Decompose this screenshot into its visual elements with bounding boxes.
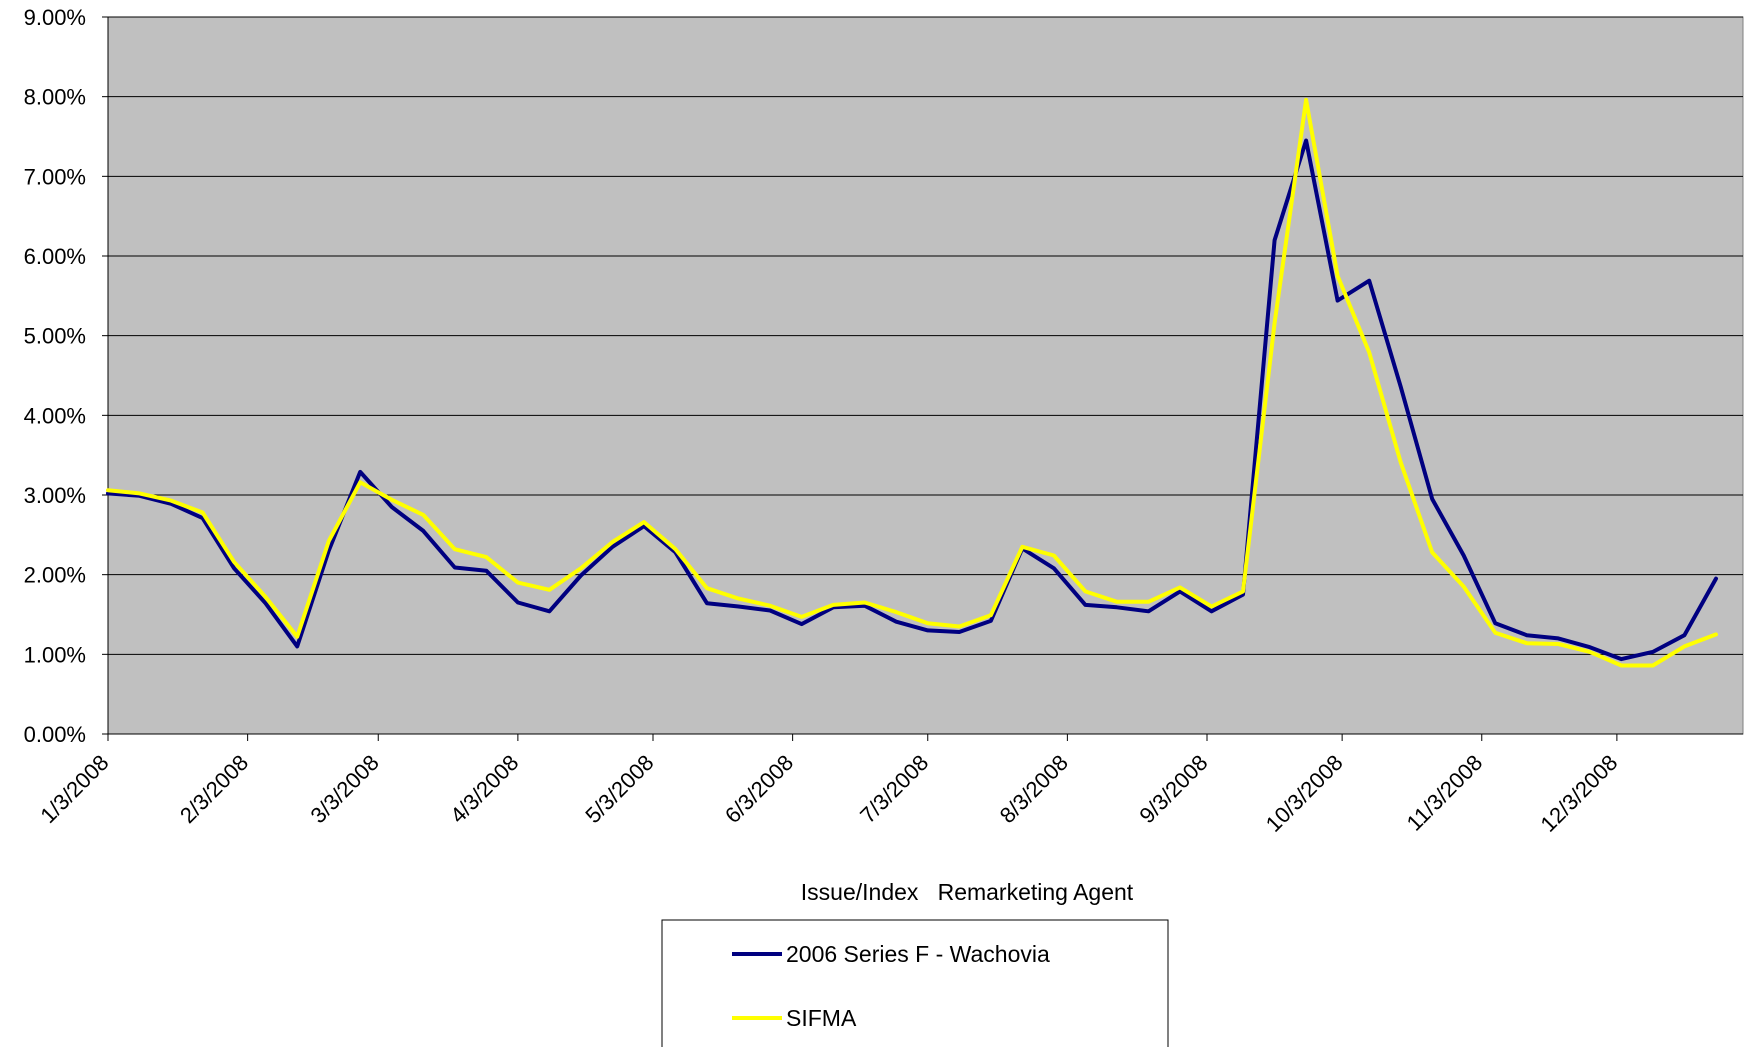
x-tick-label: 8/3/2008	[995, 750, 1073, 828]
x-axis: 1/3/2008 2/3/2008 3/3/2008 4/3/2008 5/3/2008…	[35, 733, 1743, 837]
plot-area	[107, 16, 1744, 735]
x-tick-label: 5/3/2008	[580, 750, 658, 828]
legend-label-wachovia: 2006 Series F - Wachovia	[786, 941, 1050, 967]
y-tick-label: 6.00%	[24, 244, 86, 269]
series-line-sifma	[106, 97, 1718, 668]
y-tick-label: 5.00%	[24, 324, 86, 349]
series-layer	[106, 97, 1718, 668]
y-tick-label: 7.00%	[24, 164, 86, 189]
x-tick-label: 11/3/2008	[1402, 750, 1488, 836]
y-tick-label: 2.00%	[24, 563, 86, 588]
x-tick-label: 12/3/2008	[1536, 750, 1623, 837]
x-tick-label: 3/3/2008	[306, 750, 384, 828]
legend-label-sifma: SIFMA	[786, 1005, 857, 1031]
x-tick-label: 6/3/2008	[720, 750, 798, 828]
x-tick-label: 7/3/2008	[855, 750, 933, 828]
y-tick-label: 0.00%	[24, 722, 86, 747]
y-tick-label: 8.00%	[24, 85, 86, 110]
y-tick-label: 3.00%	[24, 483, 86, 508]
x-tick-label: 2/3/2008	[175, 750, 253, 828]
x-tick-label: 10/3/2008	[1261, 750, 1348, 837]
legend: 2006 Series F - Wachovia SIFMA	[661, 919, 1169, 1047]
y-axis: 0.00% 1.00% 2.00% 3.00% 4.00% 5.00% 6.00% 7.00%…	[24, 5, 109, 747]
x-axis-title: Issue/Index Remarketing Agent	[801, 879, 1134, 905]
y-tick-label: 4.00%	[24, 403, 86, 428]
x-tick-label: 4/3/2008	[445, 750, 523, 828]
y-tick-label: 1.00%	[24, 642, 86, 667]
y-tick-label: 9.00%	[24, 5, 86, 30]
x-tick-label: 1/3/2008	[35, 750, 113, 828]
legend-box	[661, 919, 1169, 1047]
x-tick-label: 9/3/2008	[1134, 750, 1212, 828]
